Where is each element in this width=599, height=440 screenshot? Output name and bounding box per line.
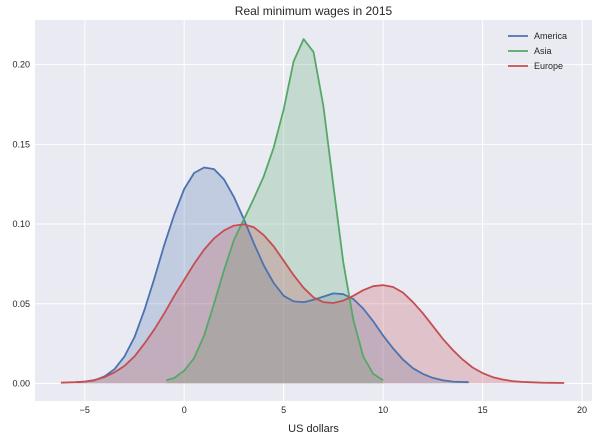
density-fill-asia — [166, 39, 384, 384]
plot-area — [35, 20, 592, 401]
x-tick-label: −5 — [80, 405, 90, 415]
legend-label-asia: Asia — [534, 46, 552, 56]
x-axis-label: US dollars — [288, 423, 339, 435]
density-fill-europe — [60, 224, 565, 384]
y-tick-label: 0.05 — [12, 299, 30, 309]
x-tick-label: 20 — [577, 405, 587, 415]
legend: America Asia Europe — [508, 31, 567, 71]
legend-label-america: America — [534, 31, 567, 41]
density-fill-america — [76, 167, 469, 384]
x-tick-label: 10 — [378, 405, 388, 415]
density-line-europe — [60, 223, 565, 384]
plot-background — [35, 20, 592, 401]
grid — [35, 20, 592, 401]
y-tick-label: 0.15 — [12, 139, 30, 149]
x-tick-label: 5 — [281, 405, 286, 415]
chart-title: Real minimum wages in 2015 — [235, 4, 393, 18]
x-axis-ticks: −5 0 5 10 15 20 — [80, 405, 587, 415]
density-line-asia — [166, 38, 384, 382]
density-line-america — [76, 166, 469, 384]
y-tick-label: 0.10 — [12, 219, 30, 229]
y-axis-ticks: 0.00 0.05 0.10 0.15 0.20 — [12, 60, 30, 389]
x-tick-label: 15 — [478, 405, 488, 415]
y-tick-label: 0.20 — [12, 60, 30, 70]
density-fills — [60, 39, 565, 384]
y-tick-label: 0.00 — [12, 378, 30, 388]
x-tick-label: 0 — [182, 405, 187, 415]
legend-label-europe: Europe — [534, 61, 563, 71]
density-lines — [60, 38, 565, 384]
